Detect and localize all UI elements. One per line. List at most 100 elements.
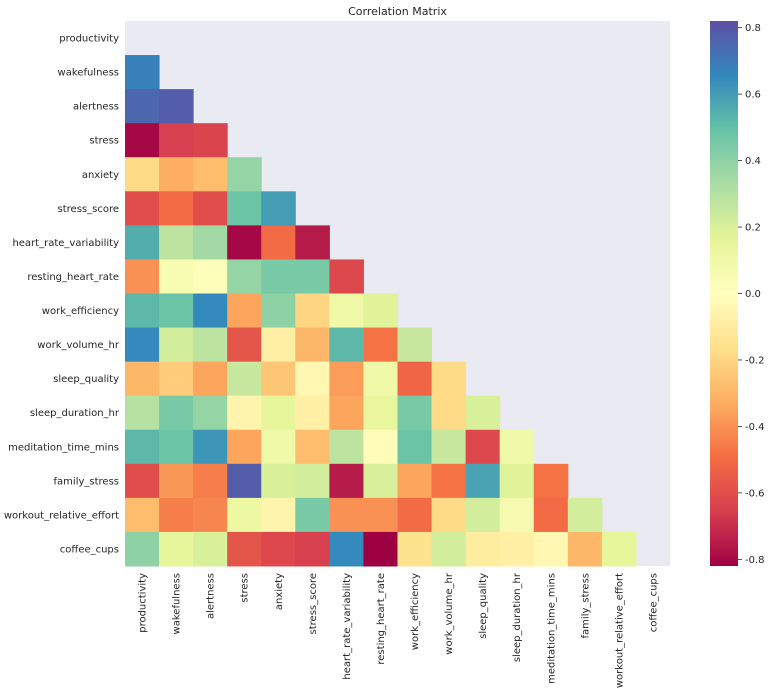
heatmap-cell bbox=[125, 293, 160, 329]
heatmap-cell bbox=[159, 429, 194, 465]
colorbar-ticks: 0.8 0.6 0.4 0.2 0.0 -0.2 -0.4 -0.6 -0.8 bbox=[738, 23, 765, 566]
y-tick-label: stress bbox=[89, 136, 119, 147]
heatmap-cell bbox=[125, 395, 160, 431]
heatmap-cell bbox=[159, 191, 194, 226]
heatmap-cell bbox=[261, 225, 296, 260]
x-tick-label: sleep_quality bbox=[478, 573, 489, 639]
heatmap-cell bbox=[261, 259, 296, 294]
heatmap-cell bbox=[193, 361, 228, 397]
heatmap-cell bbox=[567, 497, 603, 533]
heatmap-cell bbox=[363, 293, 398, 329]
heatmap-cell bbox=[295, 531, 330, 567]
heatmap-cell bbox=[193, 191, 228, 226]
heatmap-cell bbox=[363, 395, 398, 431]
heatmap-cell bbox=[431, 361, 467, 397]
colorbar-tick-label: -0.2 bbox=[745, 355, 765, 366]
heatmap-cell bbox=[329, 327, 364, 363]
heatmap-cell bbox=[465, 429, 501, 465]
heatmap-cell bbox=[261, 395, 296, 431]
heatmap-cell bbox=[295, 225, 330, 260]
heatmap-cell bbox=[567, 531, 603, 567]
heatmap-cell bbox=[159, 259, 194, 294]
heatmap-cell bbox=[193, 293, 228, 329]
heatmap-cell bbox=[227, 191, 262, 226]
x-tick-labels: productivity wakefulness alertness stress an… bbox=[138, 572, 660, 688]
heatmap-cell bbox=[227, 259, 262, 294]
heatmap-cell bbox=[533, 497, 569, 533]
y-tick-label: heart_rate_variability bbox=[12, 238, 119, 249]
x-tick-label: heart_rate_variability bbox=[342, 573, 353, 680]
heatmap-cell bbox=[295, 429, 330, 465]
heatmap-cell bbox=[397, 327, 433, 363]
x-tick-label: coffee_cups bbox=[648, 573, 659, 632]
heatmap-cell bbox=[159, 361, 194, 397]
heatmap-cell bbox=[125, 361, 160, 397]
heatmap-cell bbox=[261, 293, 296, 329]
heatmap-cell bbox=[193, 497, 228, 533]
heatmap-cell bbox=[363, 531, 398, 567]
y-tick-labels: productivity wakefulness alertness stress an… bbox=[4, 34, 120, 556]
heatmap-cell bbox=[193, 531, 228, 567]
y-tick-label: alertness bbox=[73, 102, 119, 113]
heatmap-cells bbox=[125, 55, 637, 567]
heatmap-cell bbox=[261, 531, 296, 567]
heatmap-cell bbox=[125, 225, 160, 260]
colorbar bbox=[710, 21, 738, 566]
colorbar-tick-label: 0.0 bbox=[745, 289, 761, 300]
chart-title: Correlation Matrix bbox=[348, 5, 447, 18]
heatmap-cell bbox=[193, 123, 228, 158]
heatmap-cell bbox=[431, 463, 467, 499]
heatmap-cell bbox=[193, 395, 228, 431]
heatmap-cell bbox=[329, 361, 364, 397]
heatmap-cell bbox=[261, 497, 296, 533]
heatmap-cell bbox=[193, 259, 228, 294]
heatmap-cell bbox=[261, 361, 296, 397]
y-tick-label: stress_score bbox=[58, 204, 119, 215]
heatmap-cell bbox=[159, 225, 194, 260]
heatmap-cell bbox=[227, 361, 262, 397]
heatmap-cell bbox=[329, 395, 364, 431]
x-tick-label: family_stress bbox=[580, 573, 591, 638]
heatmap-cell bbox=[159, 395, 194, 431]
x-tick-label: workout_relative_effort bbox=[614, 573, 625, 688]
heatmap-cell bbox=[159, 327, 194, 363]
heatmap-cell bbox=[499, 463, 535, 499]
y-tick-label: work_efficiency bbox=[42, 306, 119, 317]
heatmap-cell bbox=[193, 327, 228, 363]
heatmap-cell bbox=[125, 157, 160, 192]
x-tick-label: resting_heart_rate bbox=[376, 573, 387, 665]
heatmap-cell bbox=[159, 293, 194, 329]
x-tick-label: work_efficiency bbox=[410, 573, 421, 650]
y-tick-label: sleep_quality bbox=[53, 374, 119, 385]
heatmap-cell bbox=[329, 293, 364, 329]
heatmap-cell bbox=[295, 293, 330, 329]
heatmap-cell bbox=[125, 463, 160, 499]
x-tick-label: meditation_time_mins bbox=[546, 573, 557, 684]
heatmap-cell bbox=[125, 259, 160, 294]
heatmap-cell bbox=[397, 395, 433, 431]
x-tick-label: stress bbox=[240, 573, 251, 603]
heatmap-cell bbox=[329, 463, 364, 499]
heatmap-cell bbox=[329, 497, 364, 533]
heatmap-cell bbox=[261, 327, 296, 363]
heatmap-cell bbox=[125, 89, 160, 124]
x-tick-label: work_volume_hr bbox=[444, 572, 455, 655]
heatmap-cell bbox=[261, 463, 296, 499]
heatmap-cell bbox=[227, 463, 262, 499]
heatmap-cell bbox=[227, 429, 262, 465]
heatmap-cell bbox=[125, 123, 160, 158]
heatmap-cell bbox=[295, 463, 330, 499]
y-tick-label: coffee_cups bbox=[60, 544, 119, 555]
heatmap-cell bbox=[363, 327, 398, 363]
heatmap-cell bbox=[261, 191, 296, 226]
heatmap-cell bbox=[295, 327, 330, 363]
colorbar-tick-label: 0.6 bbox=[745, 90, 761, 101]
heatmap-cell bbox=[227, 531, 262, 567]
y-tick-label: anxiety bbox=[82, 170, 119, 181]
heatmap-cell bbox=[125, 531, 160, 567]
heatmap-cell bbox=[465, 395, 501, 431]
heatmap-cell bbox=[499, 429, 535, 465]
y-tick-label: resting_heart_rate bbox=[27, 272, 119, 283]
heatmap-cell bbox=[193, 157, 228, 192]
